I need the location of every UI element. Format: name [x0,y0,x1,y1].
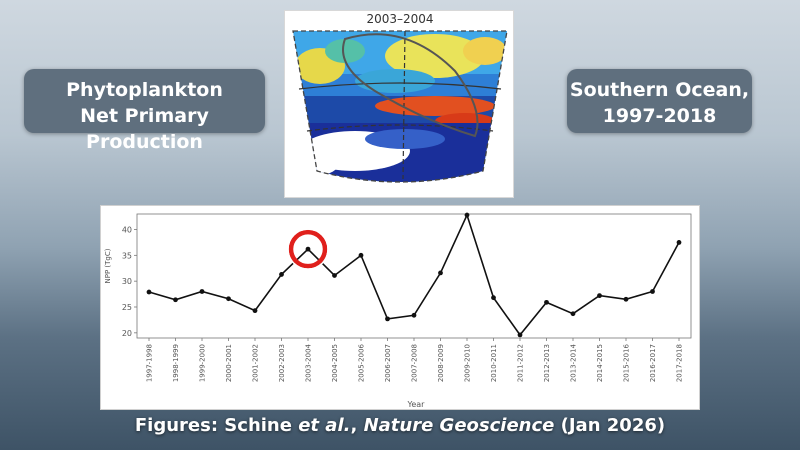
highlight-ring-outline [287,228,329,270]
data-point [544,299,549,305]
x-tick-label: 2001-2002 [252,344,260,382]
x-tick-label: 1998-1999 [172,344,180,382]
data-point [305,246,311,252]
data-point [438,270,443,276]
credit-separator: , [350,415,364,436]
x-tick-label: 2017-2018 [676,344,684,382]
right-title-line-2: 1997-2018 [602,105,717,127]
southern-ocean-map [292,30,508,183]
credit-journal: Nature Geoscience [363,415,555,436]
data-point [173,297,178,303]
x-tick-label: 2007-2008 [411,344,419,382]
x-tick-label: 2008-2009 [437,344,445,382]
credit-authors: et al. [298,415,351,436]
y-tick-label: 40 [122,226,132,235]
x-tick-label: 2003-2004 [305,343,313,382]
x-tick-label: 2016-2017 [649,344,657,382]
map-title: 2003–2004 [366,12,434,26]
data-point [464,212,470,218]
left-title-label: Phytoplankton Net Primary Production [24,69,265,153]
x-tick-label: 2002-2003 [278,344,286,382]
data-point [676,240,682,245]
data-point [517,332,523,338]
data-point [491,295,496,301]
x-axis-label: Year [407,400,426,409]
x-tick-label: 2014-2015 [596,344,604,382]
data-point [332,273,337,278]
highlight-ring [288,229,328,269]
x-tick-label: 2000-2001 [225,344,233,382]
x-axis: 1997-1998 1998-1999 1999-2000 2000-2001 2001… [146,338,684,382]
data-point [570,311,576,317]
y-tick-label: 30 [122,277,132,286]
figure-credit: Figures: Schine et al., Nature Geoscienc… [0,413,800,439]
data-point [279,272,284,277]
x-tick-label: 2006-2007 [384,344,392,382]
data-point [411,312,417,318]
credit-prefix: Figures: Schine [134,415,299,436]
npp-chart: 20 25 30 35 40 1997-1998 1998-1999 1999-2000 20… [100,205,700,410]
left-title-line-1: Phytoplankton [66,79,223,101]
map-figure: 2003–2004 [284,10,514,198]
plot-frame [136,213,692,339]
x-tick-label: 2015-2016 [623,343,631,382]
x-tick-label: 2005-2006 [358,343,366,382]
npp-line-chart: 20 25 30 35 40 1997-1998 1998-1999 1999-2000 20… [104,212,692,409]
y-tick-label: 20 [122,329,132,338]
x-tick-label: 2009-2010 [464,344,472,382]
data-point [199,289,205,294]
y-tick-label: 35 [122,251,132,260]
y-axis-label: NPP (TgC) [104,248,112,283]
y-tick-label: 25 [122,303,132,312]
data-point [623,296,629,302]
data-point [146,289,152,295]
data-point [226,296,231,302]
right-title-label: Southern Ocean, 1997-2018 [567,69,752,133]
data-point [385,316,390,322]
data-point [650,289,655,294]
left-title-line-2: Net Primary Production [80,105,209,153]
y-axis: 20 25 30 35 40 [122,213,692,339]
data-point [597,293,602,299]
x-tick-label: 2004-2005 [331,344,339,382]
x-tick-label: 2012-2013 [543,344,551,382]
right-title-line-1: Southern Ocean, [569,79,750,101]
x-tick-label: 2011-2012 [517,344,525,382]
credit-date: (Jan 2026) [554,415,666,436]
data-point [358,252,364,258]
x-tick-label: 2010-2011 [490,344,498,382]
x-tick-label: 1997-1998 [146,344,154,382]
x-tick-label: 2013-2014 [570,343,578,382]
series-layer [146,212,682,338]
data-point [252,308,258,314]
x-tick-label: 1999-2000 [199,344,207,382]
